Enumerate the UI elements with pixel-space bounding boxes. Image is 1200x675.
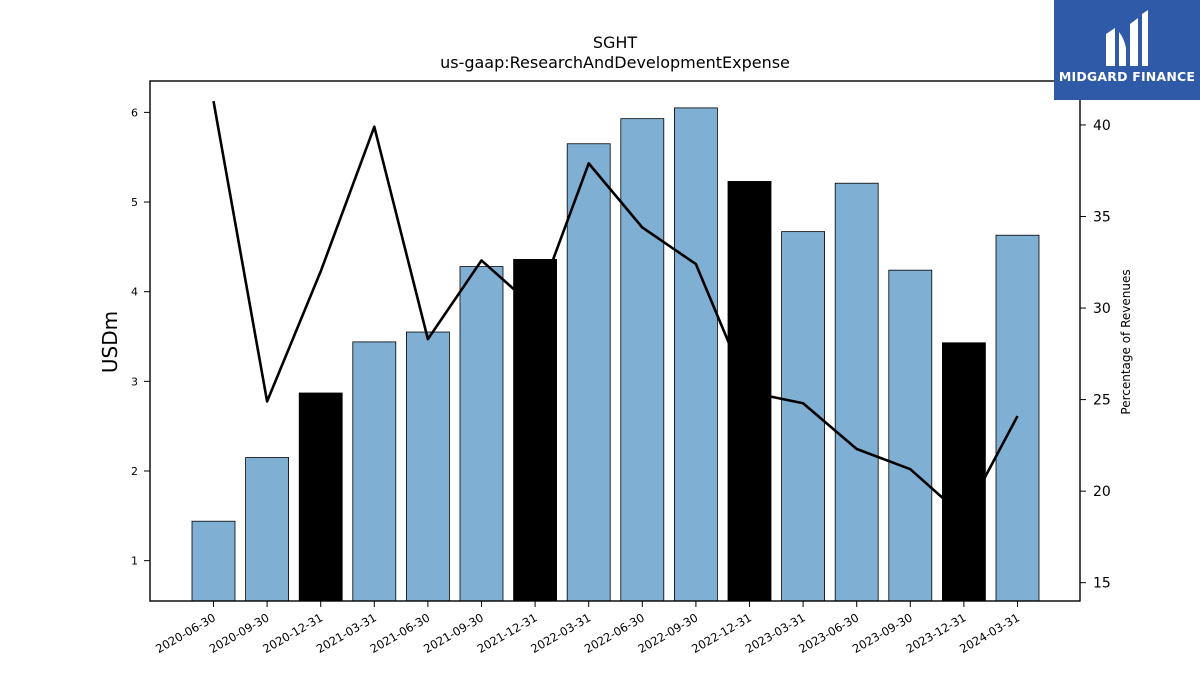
x-tick-label: 2021-03-31: [314, 610, 379, 656]
y-tick-label: 1: [131, 555, 138, 568]
y-tick-label: 6: [131, 106, 138, 119]
midgard-logo-icon: [1106, 10, 1148, 66]
x-tick-label: 2020-06-30: [153, 610, 218, 656]
x-tick-label: 2023-03-31: [743, 610, 808, 656]
bar: [620, 118, 665, 602]
x-tick-label: 2023-12-31: [904, 610, 969, 656]
y-tick-label: 3: [131, 375, 138, 388]
brand-logo: MIDGARD FINANCE: [1054, 0, 1200, 100]
y2-tick-label: 25: [1093, 393, 1111, 409]
percentage-line: [212, 100, 1019, 519]
bar: [245, 457, 290, 602]
brand-name: MIDGARD FINANCE: [1058, 69, 1196, 84]
x-tick-label: 2022-03-31: [528, 610, 593, 656]
y2-tick-label: 20: [1093, 484, 1111, 500]
x-tick-label: 2020-12-31: [260, 610, 325, 656]
y2-tick-label: 30: [1093, 301, 1111, 317]
y2-tick-label: 15: [1093, 576, 1111, 592]
x-tick-label: 2021-12-31: [475, 610, 540, 656]
y-axis-label: USDm: [98, 311, 122, 373]
y-tick-label: 2: [131, 465, 138, 478]
plot-frame: [149, 80, 1081, 602]
bar: [459, 266, 504, 602]
chart-title: SGHT: [593, 33, 638, 52]
bar: [405, 331, 450, 602]
bar: [888, 269, 933, 602]
bar: [191, 520, 236, 602]
x-tick-label: 2022-12-31: [689, 610, 754, 656]
x-tick-label: 2023-06-30: [796, 610, 861, 656]
x-tick-label: 2021-09-30: [421, 610, 486, 656]
bar: [352, 341, 397, 602]
x-tick-label: 2020-09-30: [207, 610, 272, 656]
y-tick-label: 4: [131, 286, 138, 299]
bar: [566, 143, 611, 602]
y2-tick-label: 35: [1093, 209, 1111, 225]
x-tick-label: 2024-03-31: [957, 610, 1022, 656]
x-tick-label: 2023-09-30: [850, 610, 915, 656]
y2-tick-label: 40: [1093, 118, 1111, 134]
chart-subtitle: us-gaap:ResearchAndDevelopmentExpense: [440, 53, 790, 72]
bar: [674, 107, 718, 602]
x-tick-label: 2022-06-30: [582, 610, 647, 656]
bar-series: [191, 107, 1040, 602]
y-tick-label: 5: [131, 196, 138, 209]
x-tick-label: 2022-09-30: [636, 610, 701, 656]
bar: [513, 259, 557, 602]
x-tick-label: 2021-06-30: [368, 610, 433, 656]
y2-axis-label: Percentage of Revenues: [1119, 269, 1133, 414]
bar: [942, 342, 986, 602]
line-series: [212, 100, 1019, 519]
bar: [834, 182, 879, 602]
bar: [298, 392, 343, 602]
